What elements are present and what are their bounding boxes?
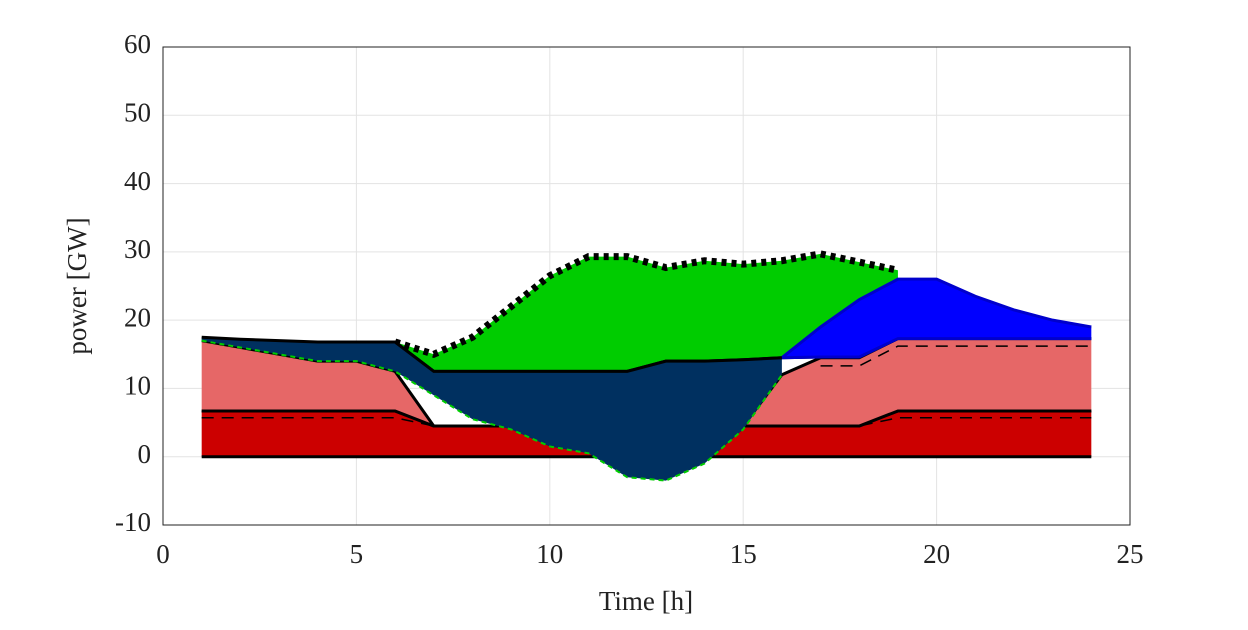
area-upper-edge (394, 250, 899, 359)
x-tick-label: 25 (1117, 539, 1144, 569)
area (201, 337, 782, 481)
x-axis-label: Time [h] (599, 586, 693, 616)
y-tick-label: 40 (124, 166, 151, 196)
y-tick-label: 60 (124, 29, 151, 59)
y-tick-label: 0 (138, 439, 152, 469)
area-lower-edge (201, 339, 783, 482)
x-tick-label: 15 (730, 539, 757, 569)
line (820, 345, 1092, 367)
y-tick-label: 50 (124, 97, 151, 127)
x-tick-label: 20 (923, 539, 950, 569)
y-axis-label: power [GW] (62, 217, 92, 354)
x-tick-label: 5 (350, 539, 364, 569)
area (395, 253, 898, 372)
area-lower-edge (781, 337, 1092, 360)
axes-frame (162, 46, 1131, 526)
x-tick-label: 0 (156, 539, 170, 569)
y-tick-label: 10 (124, 371, 151, 401)
area-upper-edge (201, 335, 782, 373)
y-tick-label: 30 (124, 234, 151, 264)
x-tick-label: 10 (536, 539, 563, 569)
area-upper-edge (780, 277, 1092, 359)
y-tick-label: -10 (115, 507, 151, 537)
y-tick-label: 20 (124, 302, 151, 332)
